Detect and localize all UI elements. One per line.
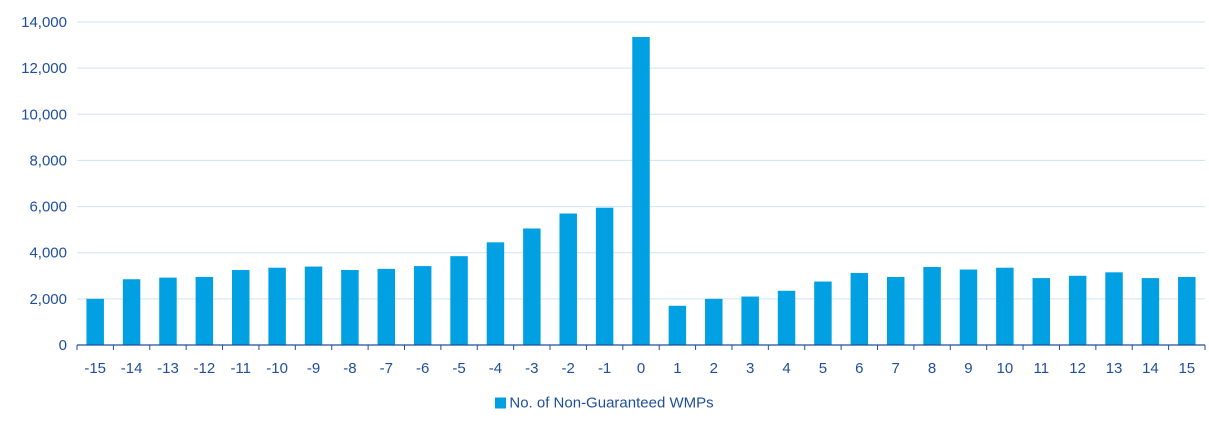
bar [814,281,832,345]
bar [886,276,905,345]
y-tick-label: 6,000 [29,199,67,216]
x-tick-label: -6 [416,360,429,377]
bar [705,298,723,345]
bar [741,296,759,345]
x-tick-label: -10 [266,360,288,377]
x-tick-label: 9 [964,360,972,377]
x-axis [76,344,1206,350]
x-tick-label: 0 [637,360,645,377]
x-tick-label: 12 [1069,360,1086,377]
bar [232,270,250,345]
y-tick-label: 4,000 [29,245,67,262]
x-tick-label: 13 [1106,360,1123,377]
bar [377,268,396,345]
bar [523,228,541,345]
x-tick-label: -1 [598,360,611,377]
bar [159,277,177,345]
x-tick-label: 3 [746,360,754,377]
x-tick-label: 15 [1178,360,1195,377]
bar [996,267,1014,345]
bar [777,290,796,345]
bar [341,270,359,345]
y-tick-label: 2,000 [29,291,67,308]
x-tick-label: 2 [710,360,718,377]
bar [122,279,141,345]
x-tick-label: -4 [489,360,502,377]
bar [486,242,505,345]
legend-swatch [495,397,507,409]
x-tick-label: 4 [782,360,790,377]
bar [850,273,869,345]
y-tick-label: 0 [59,337,67,354]
y-tick-label: 8,000 [29,152,67,169]
bar [413,266,432,345]
x-tick-label: -3 [525,360,538,377]
bar [450,256,468,345]
y-tick-label: 10,000 [21,106,67,123]
bar [923,267,941,345]
x-tick-label: 8 [928,360,936,377]
x-tick-label: -11 [230,360,251,377]
x-tick-label: -14 [121,360,143,377]
x-tick-label: 7 [892,360,900,377]
x-tick-label: 14 [1142,360,1159,377]
bar [304,266,323,345]
legend-label: No. of Non-Guaranteed WMPs [509,394,714,412]
x-tick-label: -7 [380,360,393,377]
bar [1141,278,1160,345]
x-tick-label: 5 [819,360,827,377]
legend: No. of Non-Guaranteed WMPs [0,395,1209,412]
y-tick-label: 12,000 [21,60,67,77]
x-tick-label: -15 [84,360,106,377]
bar [1032,278,1050,345]
x-tick-label: -12 [194,360,216,377]
bar [1068,275,1087,345]
bar [195,276,214,345]
x-tick-label: -8 [343,360,356,377]
bar-series [86,36,1196,345]
x-tick-label: 11 [1033,360,1049,377]
bar [959,269,978,345]
x-tick-label: -2 [562,360,575,377]
bar [668,305,687,345]
x-axis-tick-labels: -15 -14 -13 -12 -11 -10 -9 -8 -7 -6 -5 -4 -3 -2 -1 0 1 2 3… [84,360,1195,377]
x-tick-label: -5 [452,360,465,377]
bar [268,267,286,345]
y-tick-label: 14,000 [21,14,67,31]
bar [632,36,650,345]
x-tick-label: 1 [673,360,681,377]
y-axis-tick-labels: 0 2,000 4,000 6,000 8,000 10,000 12,000 14,000 [21,14,67,354]
bar [1178,276,1196,345]
x-tick-label: 6 [855,360,863,377]
x-tick-label: -13 [157,360,179,377]
bar [1105,272,1123,345]
bar [559,213,577,345]
bar [595,207,614,345]
x-tick-label: -9 [307,360,320,377]
x-tick-label: 10 [997,360,1014,377]
bar [86,298,104,345]
